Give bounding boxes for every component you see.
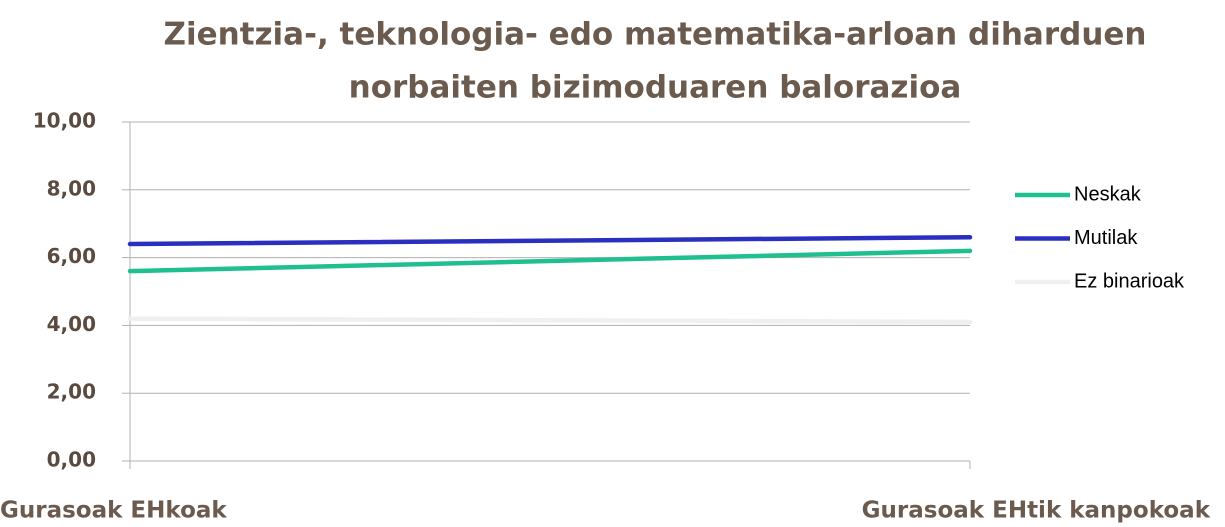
y-tick-label: 10,00 — [33, 109, 96, 133]
legend-label: Ez binarioak — [1074, 270, 1185, 292]
y-tick-label: 8,00 — [47, 176, 96, 200]
series-line — [127, 235, 973, 247]
x-tick-label: Gurasoak EHtik kanpokoak — [862, 498, 1211, 524]
chart-title: norbaiten bizimoduaren balorazioa — [349, 70, 962, 106]
legend-label: Mutilak — [1074, 227, 1138, 249]
x-tick-label: Gurasoak EHkoak — [0, 498, 227, 524]
series-line — [127, 248, 973, 274]
y-tick-label: 6,00 — [47, 244, 96, 268]
y-tick-label: 0,00 — [47, 448, 96, 472]
y-tick-label: 2,00 — [47, 380, 96, 404]
chart-title: Zientzia-, teknologia- edo matematika-ar… — [164, 17, 1147, 53]
series-line — [127, 316, 973, 325]
y-tick-label: 4,00 — [47, 312, 96, 336]
legend-label: Neskak — [1074, 183, 1142, 205]
